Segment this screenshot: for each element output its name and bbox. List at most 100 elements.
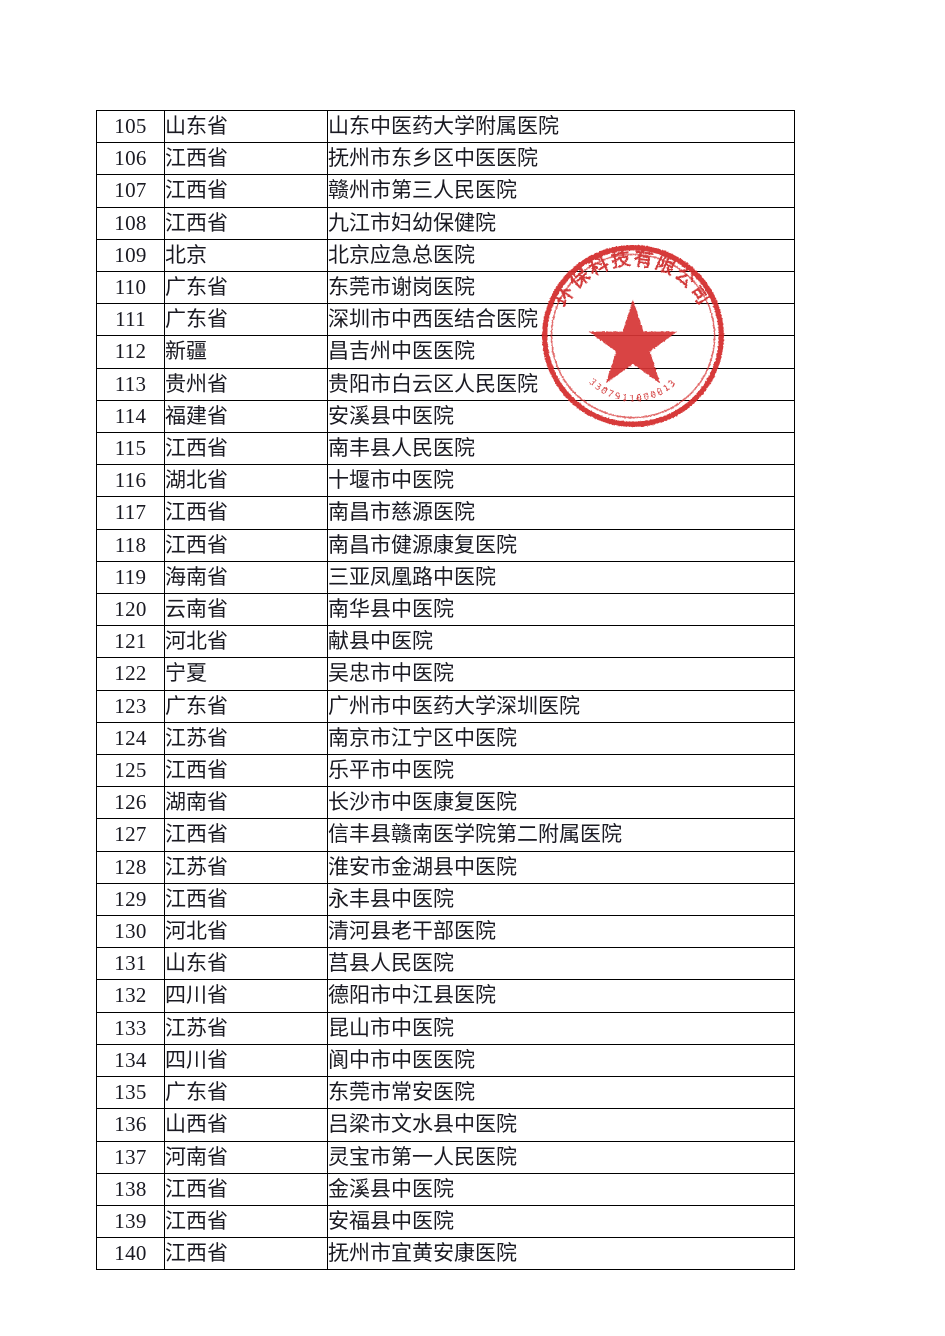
province-cell: 广东省: [164, 689, 328, 723]
table-row: 126 湖南省 长沙市中医康复医院: [96, 786, 795, 820]
row-index-cell: 107: [96, 174, 165, 208]
row-index-cell: 121: [96, 625, 165, 659]
hospital-name-cell: 南华县中医院: [327, 593, 795, 627]
province-cell: 四川省: [164, 979, 328, 1013]
hospital-name-cell: 永丰县中医院: [327, 882, 795, 917]
row-index-cell: 127: [96, 818, 165, 852]
row-index-cell: 125: [96, 754, 165, 788]
table-row: 131 山东省 莒县人民医院: [96, 947, 795, 981]
row-index-cell: 126: [96, 786, 165, 820]
table-row: 109 北京 北京应急总医院: [96, 238, 795, 273]
province-cell: 山东省: [164, 947, 328, 981]
hospital-name-cell: 三亚凤凰路中医院: [327, 560, 795, 595]
hospital-name-cell: 安溪县中医院: [327, 399, 795, 434]
province-cell: 江西省: [164, 754, 328, 788]
table-row: 122 宁夏 吴忠市中医院: [96, 657, 795, 691]
hospital-name-cell: 阆中市中医医院: [327, 1043, 795, 1078]
province-cell: 江西省: [164, 818, 328, 852]
row-index-cell: 111: [96, 303, 165, 337]
row-index-cell: 120: [96, 593, 165, 627]
hospital-table-container: 105 山东省 山东中医药大学附属医院 106 江西省 抚州市东乡区中医医院 107 江西省赣…: [96, 109, 795, 1271]
hospital-name-cell: 吴忠市中医院: [327, 657, 795, 691]
row-index-cell: 110: [96, 271, 165, 305]
province-cell: 新疆: [164, 335, 328, 369]
province-cell: 江西省: [164, 1204, 328, 1239]
hospital-name-cell: 南昌市健源康复医院: [327, 528, 795, 562]
province-cell: 广东省: [164, 303, 328, 337]
hospital-name-cell: 莒县人民医院: [327, 947, 795, 981]
table-row: 107 江西省 赣州市第三人民医院: [96, 174, 795, 208]
province-cell: 海南省: [164, 560, 328, 595]
row-index-cell: 116: [96, 464, 165, 498]
hospital-name-cell: 淮安市金湖县中医院: [327, 850, 795, 884]
row-index-cell: 106: [96, 142, 165, 176]
table-row: 133 江苏省 昆山市中医院: [96, 1011, 795, 1045]
province-cell: 江西省: [164, 528, 328, 562]
row-index-cell: 124: [96, 721, 165, 756]
province-cell: 福建省: [164, 399, 328, 434]
province-cell: 江西省: [164, 174, 328, 208]
province-cell: 广东省: [164, 1076, 328, 1110]
province-cell: 贵州省: [164, 367, 328, 401]
hospital-name-cell: 九江市妇幼保健院: [327, 206, 795, 240]
table-row: 111 广东省 深圳市中西医结合医院: [96, 303, 795, 337]
province-cell: 山西省: [164, 1108, 328, 1142]
hospital-name-cell: 安福县中医院: [327, 1204, 795, 1239]
province-cell: 河北省: [164, 915, 328, 949]
table-row: 119 海南省 三亚凤凰路中医院: [96, 560, 795, 595]
table-row: 117 江西省 南昌市慈源医院: [96, 496, 795, 530]
hospital-name-cell: 灵宝市第一人民医院: [327, 1140, 795, 1174]
province-cell: 江西省: [164, 142, 328, 176]
row-index-cell: 139: [96, 1204, 165, 1239]
row-index-cell: 140: [96, 1237, 165, 1271]
table-row: 130 河北省 清河县老干部医院: [96, 915, 795, 949]
hospital-name-cell: 北京应急总医院: [327, 238, 795, 273]
row-index-cell: 118: [96, 528, 165, 562]
row-index-cell: 129: [96, 882, 165, 917]
province-cell: 宁夏: [164, 657, 328, 691]
table-row: 132 四川省 德阳市中江县医院: [96, 979, 795, 1013]
table-row: 116 湖北省 十堰市中医院: [96, 464, 795, 498]
hospital-name-cell: 南丰县人民医院: [327, 432, 795, 466]
table-row: 127 江西省 信丰县赣南医学院第二附属医院: [96, 818, 795, 852]
province-cell: 河南省: [164, 1140, 328, 1174]
hospital-name-cell: 广州市中医药大学深圳医院: [327, 689, 795, 723]
table-row: 106 江西省 抚州市东乡区中医医院: [96, 142, 795, 176]
row-index-cell: 112: [96, 335, 165, 369]
table-body: 105 山东省 山东中医药大学附属医院 106 江西省 抚州市东乡区中医医院 107 江西省赣…: [96, 109, 795, 1271]
province-cell: 湖南省: [164, 786, 328, 820]
table-row: 113 贵州省 贵阳市白云区人民医院: [96, 367, 795, 401]
row-index-cell: 134: [96, 1043, 165, 1078]
hospital-name-cell: 德阳市中江县医院: [327, 979, 795, 1013]
table-row: 134 四川省 阆中市中医医院: [96, 1043, 795, 1078]
table-row: 135 广东省 东莞市常安医院: [96, 1076, 795, 1110]
row-index-cell: 117: [96, 496, 165, 530]
table-row: 110 广东省 东莞市谢岗医院: [96, 271, 795, 305]
table-row: 124 江苏省 南京市江宁区中医院: [96, 721, 795, 756]
row-index-cell: 133: [96, 1011, 165, 1045]
table-row: 114 福建省 安溪县中医院: [96, 399, 795, 434]
province-cell: 湖北省: [164, 464, 328, 498]
hospital-name-cell: 金溪县中医院: [327, 1172, 795, 1206]
hospital-table: 105 山东省 山东中医药大学附属医院 106 江西省 抚州市东乡区中医医院 107 江西省赣…: [96, 109, 795, 1271]
row-index-cell: 109: [96, 238, 165, 273]
hospital-name-cell: 东莞市常安医院: [327, 1076, 795, 1110]
row-index-cell: 119: [96, 560, 165, 595]
hospital-name-cell: 南京市江宁区中医院: [327, 721, 795, 756]
hospital-name-cell: 深圳市中西医结合医院: [327, 303, 795, 337]
hospital-name-cell: 昆山市中医院: [327, 1011, 795, 1045]
hospital-name-cell: 吕梁市文水县中医院: [327, 1108, 795, 1142]
hospital-name-cell: 赣州市第三人民医院: [327, 174, 795, 208]
row-index-cell: 108: [96, 206, 165, 240]
province-cell: 广东省: [164, 271, 328, 305]
hospital-name-cell: 信丰县赣南医学院第二附属医院: [327, 818, 795, 852]
province-cell: 山东省: [164, 109, 328, 144]
hospital-name-cell: 十堰市中医院: [327, 464, 795, 498]
table-row: 137 河南省 灵宝市第一人民医院: [96, 1140, 795, 1174]
table-row: 136 山西省 吕梁市文水县中医院: [96, 1108, 795, 1142]
hospital-name-cell: 清河县老干部医院: [327, 915, 795, 949]
table-row: 108 江西省 九江市妇幼保健院: [96, 206, 795, 240]
table-row: 112 新疆 昌吉州中医医院: [96, 335, 795, 369]
row-index-cell: 132: [96, 979, 165, 1013]
